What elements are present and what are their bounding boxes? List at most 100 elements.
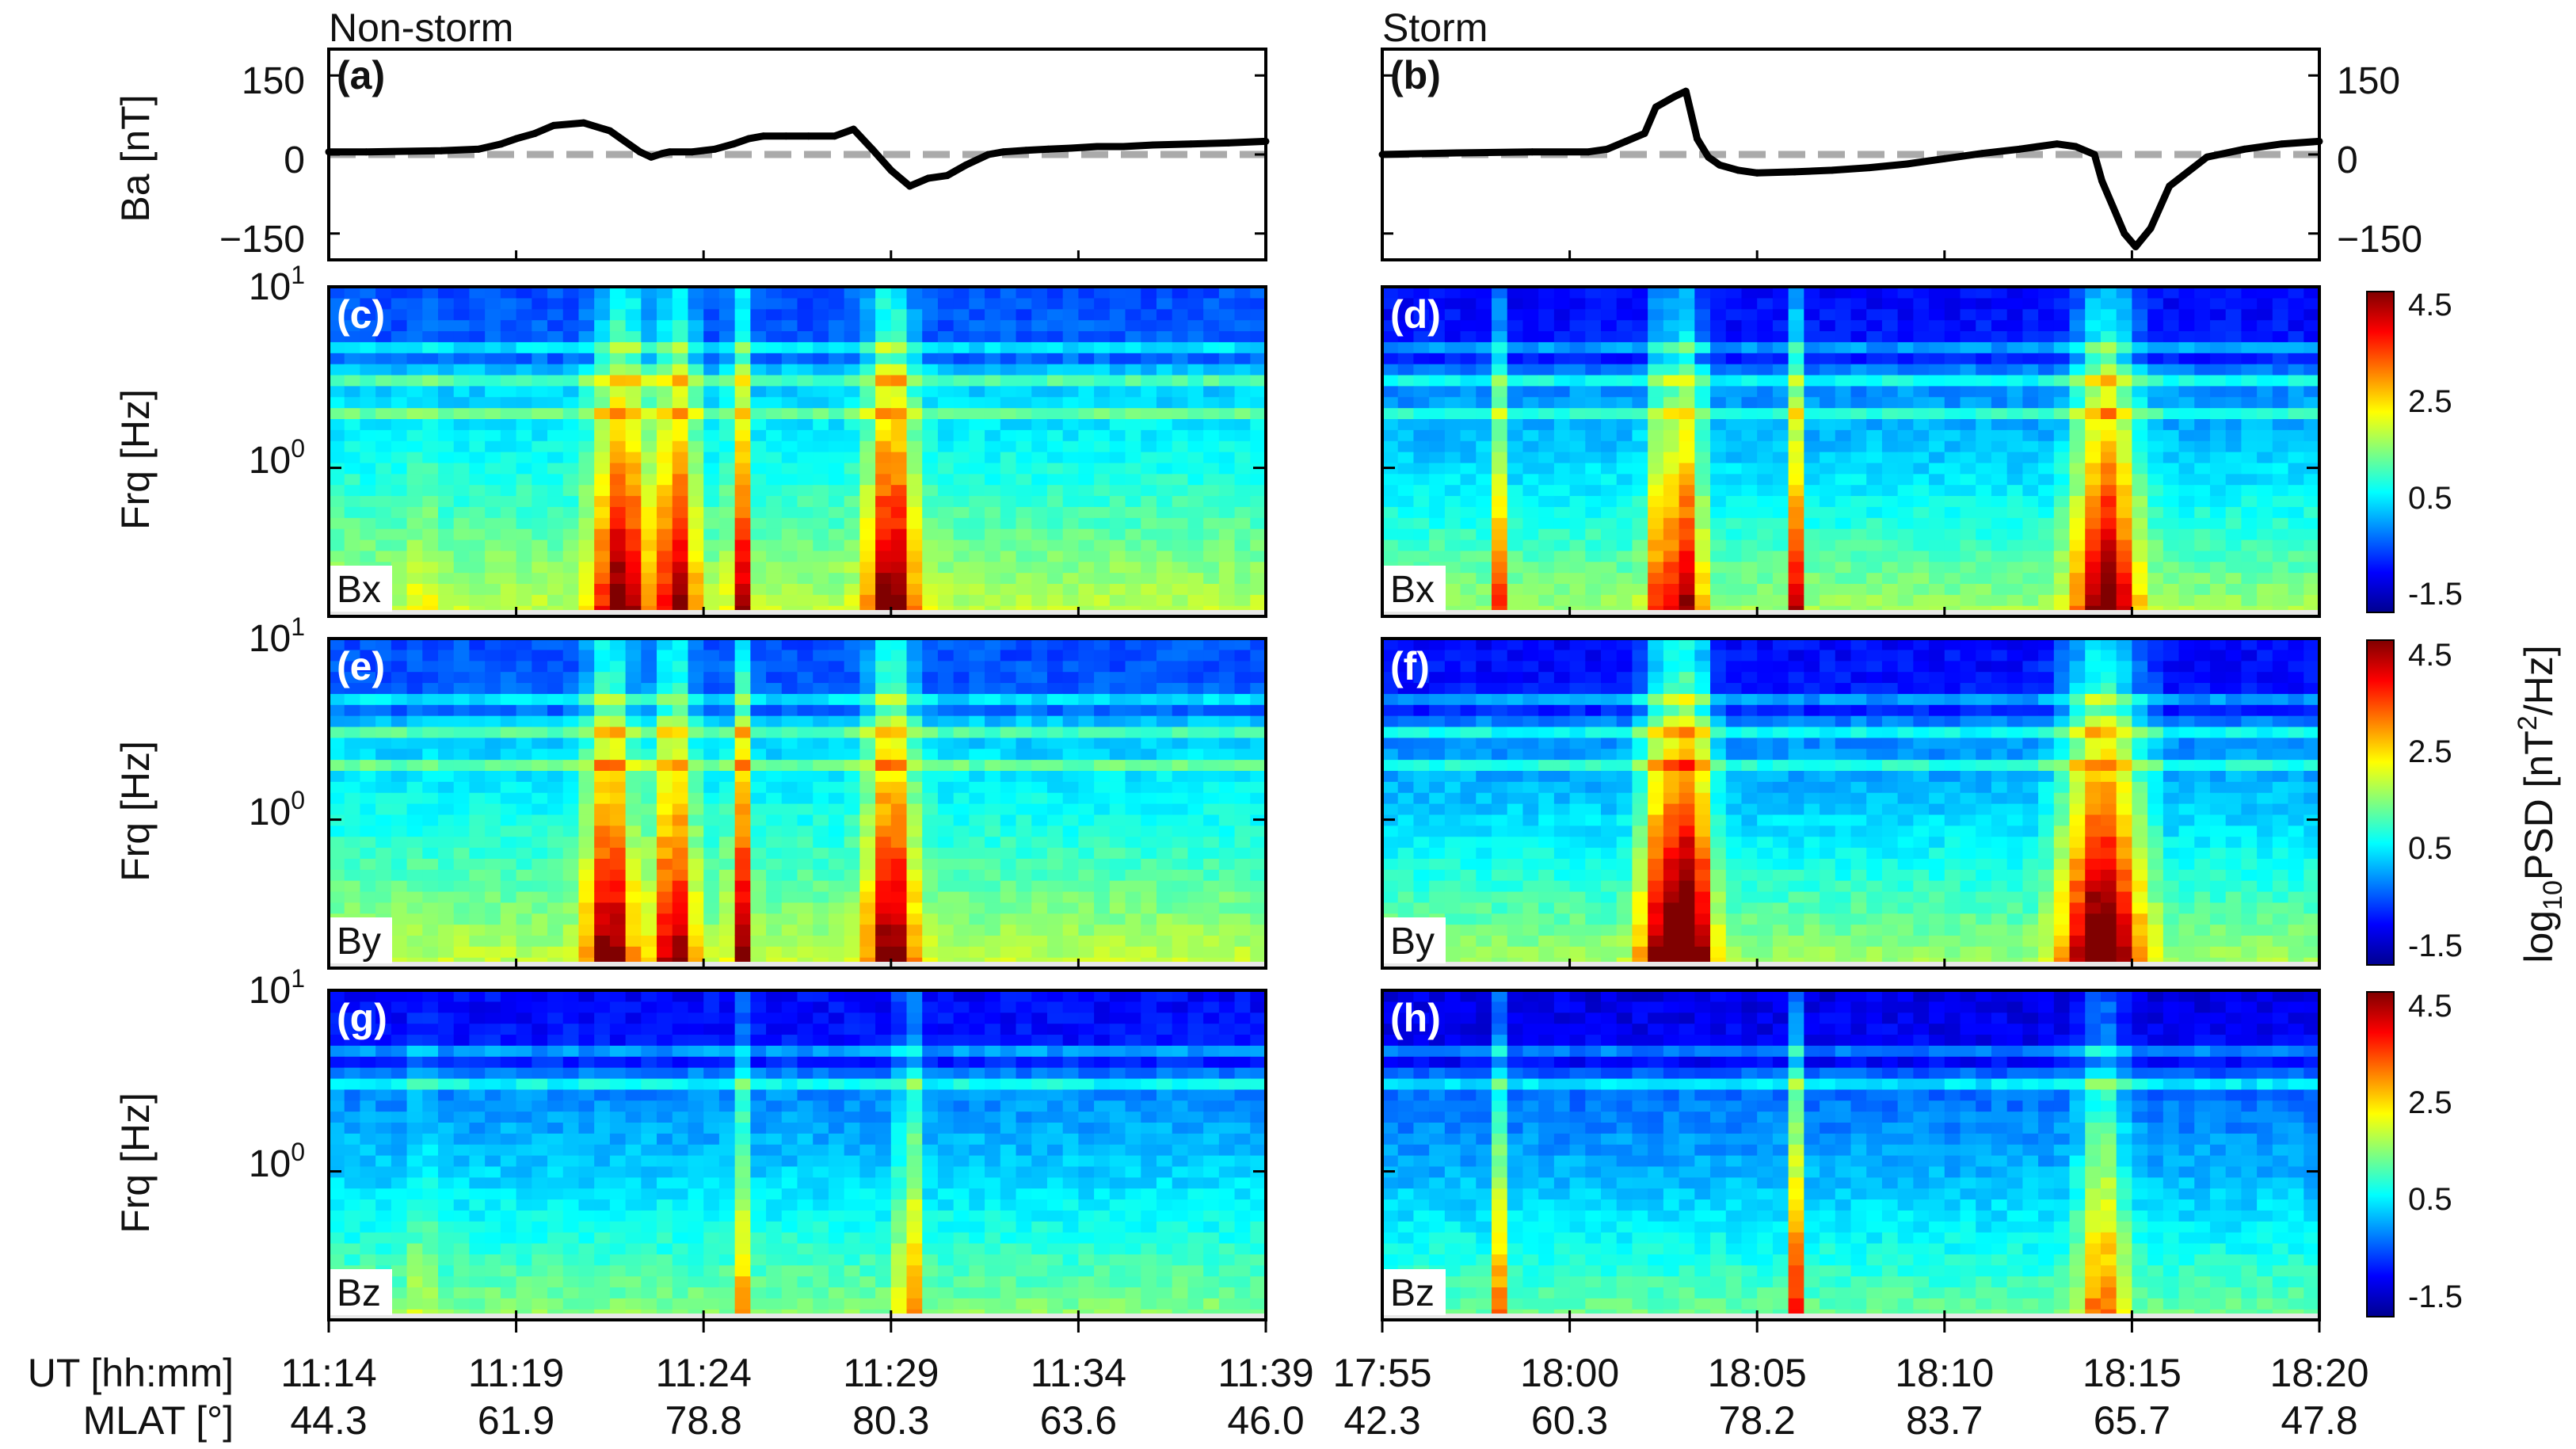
spectrogram-cell (1538, 364, 1555, 376)
spectrogram-cell (391, 539, 408, 551)
spectrogram-cell (1616, 561, 1633, 574)
spectrogram-cell (438, 583, 455, 595)
spectrogram-cell (547, 341, 564, 353)
spectrogram-cell (1141, 583, 1157, 595)
spectrogram-cell (516, 748, 532, 761)
spectrogram-cell (2006, 287, 2023, 299)
spectrogram-cell (1741, 396, 1758, 409)
spectrogram-cell (1850, 594, 1867, 606)
spectrogram-cell (781, 495, 798, 507)
spectrogram-cell (609, 803, 627, 815)
spectrogram-cell (1725, 583, 1743, 595)
spectrogram-cell (625, 792, 642, 804)
spectrogram-cell (1141, 440, 1157, 452)
spectrogram-cell (578, 407, 595, 419)
spectrogram-cell (1960, 418, 1976, 430)
spectrogram-cell (985, 517, 1001, 529)
spectrogram-cell (1078, 396, 1095, 409)
spectrogram-cell (985, 913, 1001, 925)
spectrogram-cell (516, 704, 532, 716)
spectrogram-cell (1866, 396, 1883, 409)
spectrogram-cell (516, 935, 532, 947)
spectrogram-cell (906, 803, 923, 815)
spectrogram-cell (1000, 495, 1017, 507)
spectrogram-cell (360, 880, 376, 892)
spectrogram-cell (1585, 418, 1602, 430)
spectrogram-cell (906, 374, 923, 387)
spectrogram-cell (922, 803, 939, 815)
spectrogram-cell (1476, 594, 1492, 606)
spectrogram-cell (422, 792, 439, 804)
spectrogram-cell (797, 484, 814, 497)
spectrogram-cell (469, 913, 486, 925)
spectrogram-cell (2257, 583, 2273, 595)
spectrogram-cell (500, 880, 517, 892)
spectrogram-cell (2272, 550, 2289, 562)
spectrogram-cell (859, 583, 876, 595)
spectrogram-cell (672, 913, 689, 925)
spectrogram-cell (625, 847, 642, 859)
spectrogram-cell (1125, 572, 1141, 584)
spectrogram-cell (1203, 561, 1220, 574)
spectrogram-cell (1078, 407, 1095, 419)
spectrogram-cell (1553, 429, 1571, 441)
spectrogram-cell (516, 484, 532, 497)
spectrogram-cell (2069, 462, 2086, 475)
spectrogram-cell (609, 836, 627, 848)
spectrogram-cell (1046, 561, 1064, 574)
spectrogram-cell (672, 495, 689, 507)
spectrogram-cell (2209, 396, 2227, 409)
spectrogram-cell (1929, 341, 1945, 353)
spectrogram-cell (813, 902, 829, 914)
spectrogram-cell (1601, 594, 1618, 606)
spectrogram-cell (1804, 396, 1820, 409)
spectrogram-cell (562, 495, 580, 507)
spectrogram-cell (672, 726, 689, 738)
spectrogram-cell (532, 890, 548, 903)
spectrogram-cell (969, 374, 985, 387)
spectrogram-cell (547, 924, 564, 936)
spectrogram-cell (937, 715, 955, 727)
spectrogram-cell (1804, 308, 1820, 321)
spectrogram-cell (1757, 341, 1774, 353)
spectrogram-cell (672, 528, 689, 540)
spectrogram-cell (1172, 330, 1189, 342)
spectrogram-cell (1538, 528, 1555, 540)
spectrogram-cell (937, 649, 955, 662)
spectrogram-cell (1585, 429, 1602, 441)
spectrogram-cell (1476, 385, 1492, 398)
spectrogram-cell (2209, 429, 2227, 441)
spectrogram-cell (2272, 462, 2289, 475)
spectrogram-cell (469, 781, 486, 793)
spectrogram-cell (375, 440, 392, 452)
spectrogram-cell (985, 418, 1001, 430)
spectrogram-cell (2163, 572, 2180, 584)
spectrogram-cell (1218, 287, 1236, 299)
spectrogram-cell (859, 353, 876, 364)
spectrogram-cell (1156, 319, 1173, 332)
spectrogram-cell (1444, 583, 1461, 595)
spectrogram-cell (985, 429, 1001, 441)
spectrogram-cell (1772, 308, 1789, 321)
spectrogram-cell (469, 473, 486, 486)
spectrogram-cell (1538, 495, 1555, 507)
spectrogram-cell (469, 353, 486, 364)
spectrogram-cell (1991, 594, 2008, 606)
spectrogram-cell (688, 902, 704, 914)
spectrogram-cell (859, 715, 876, 727)
spectrogram-cell (422, 715, 439, 727)
spectrogram-cell (344, 847, 361, 859)
spectrogram-cell (2178, 594, 2195, 606)
spectrogram-cell (2241, 418, 2258, 430)
spectrogram-cell (1835, 561, 1852, 574)
spectrogram-cell (766, 671, 783, 684)
spectrogram-cell (625, 385, 642, 398)
spectrogram-cell (813, 748, 829, 761)
spectrogram-cell (828, 353, 845, 364)
spectrogram-cell (1172, 583, 1189, 595)
spectrogram-cell (360, 330, 376, 342)
spectrogram-cell (906, 726, 923, 738)
spectrogram-cell (1944, 452, 1961, 463)
spectrogram-cell (1648, 462, 1664, 475)
spectrogram-cell (422, 396, 439, 409)
